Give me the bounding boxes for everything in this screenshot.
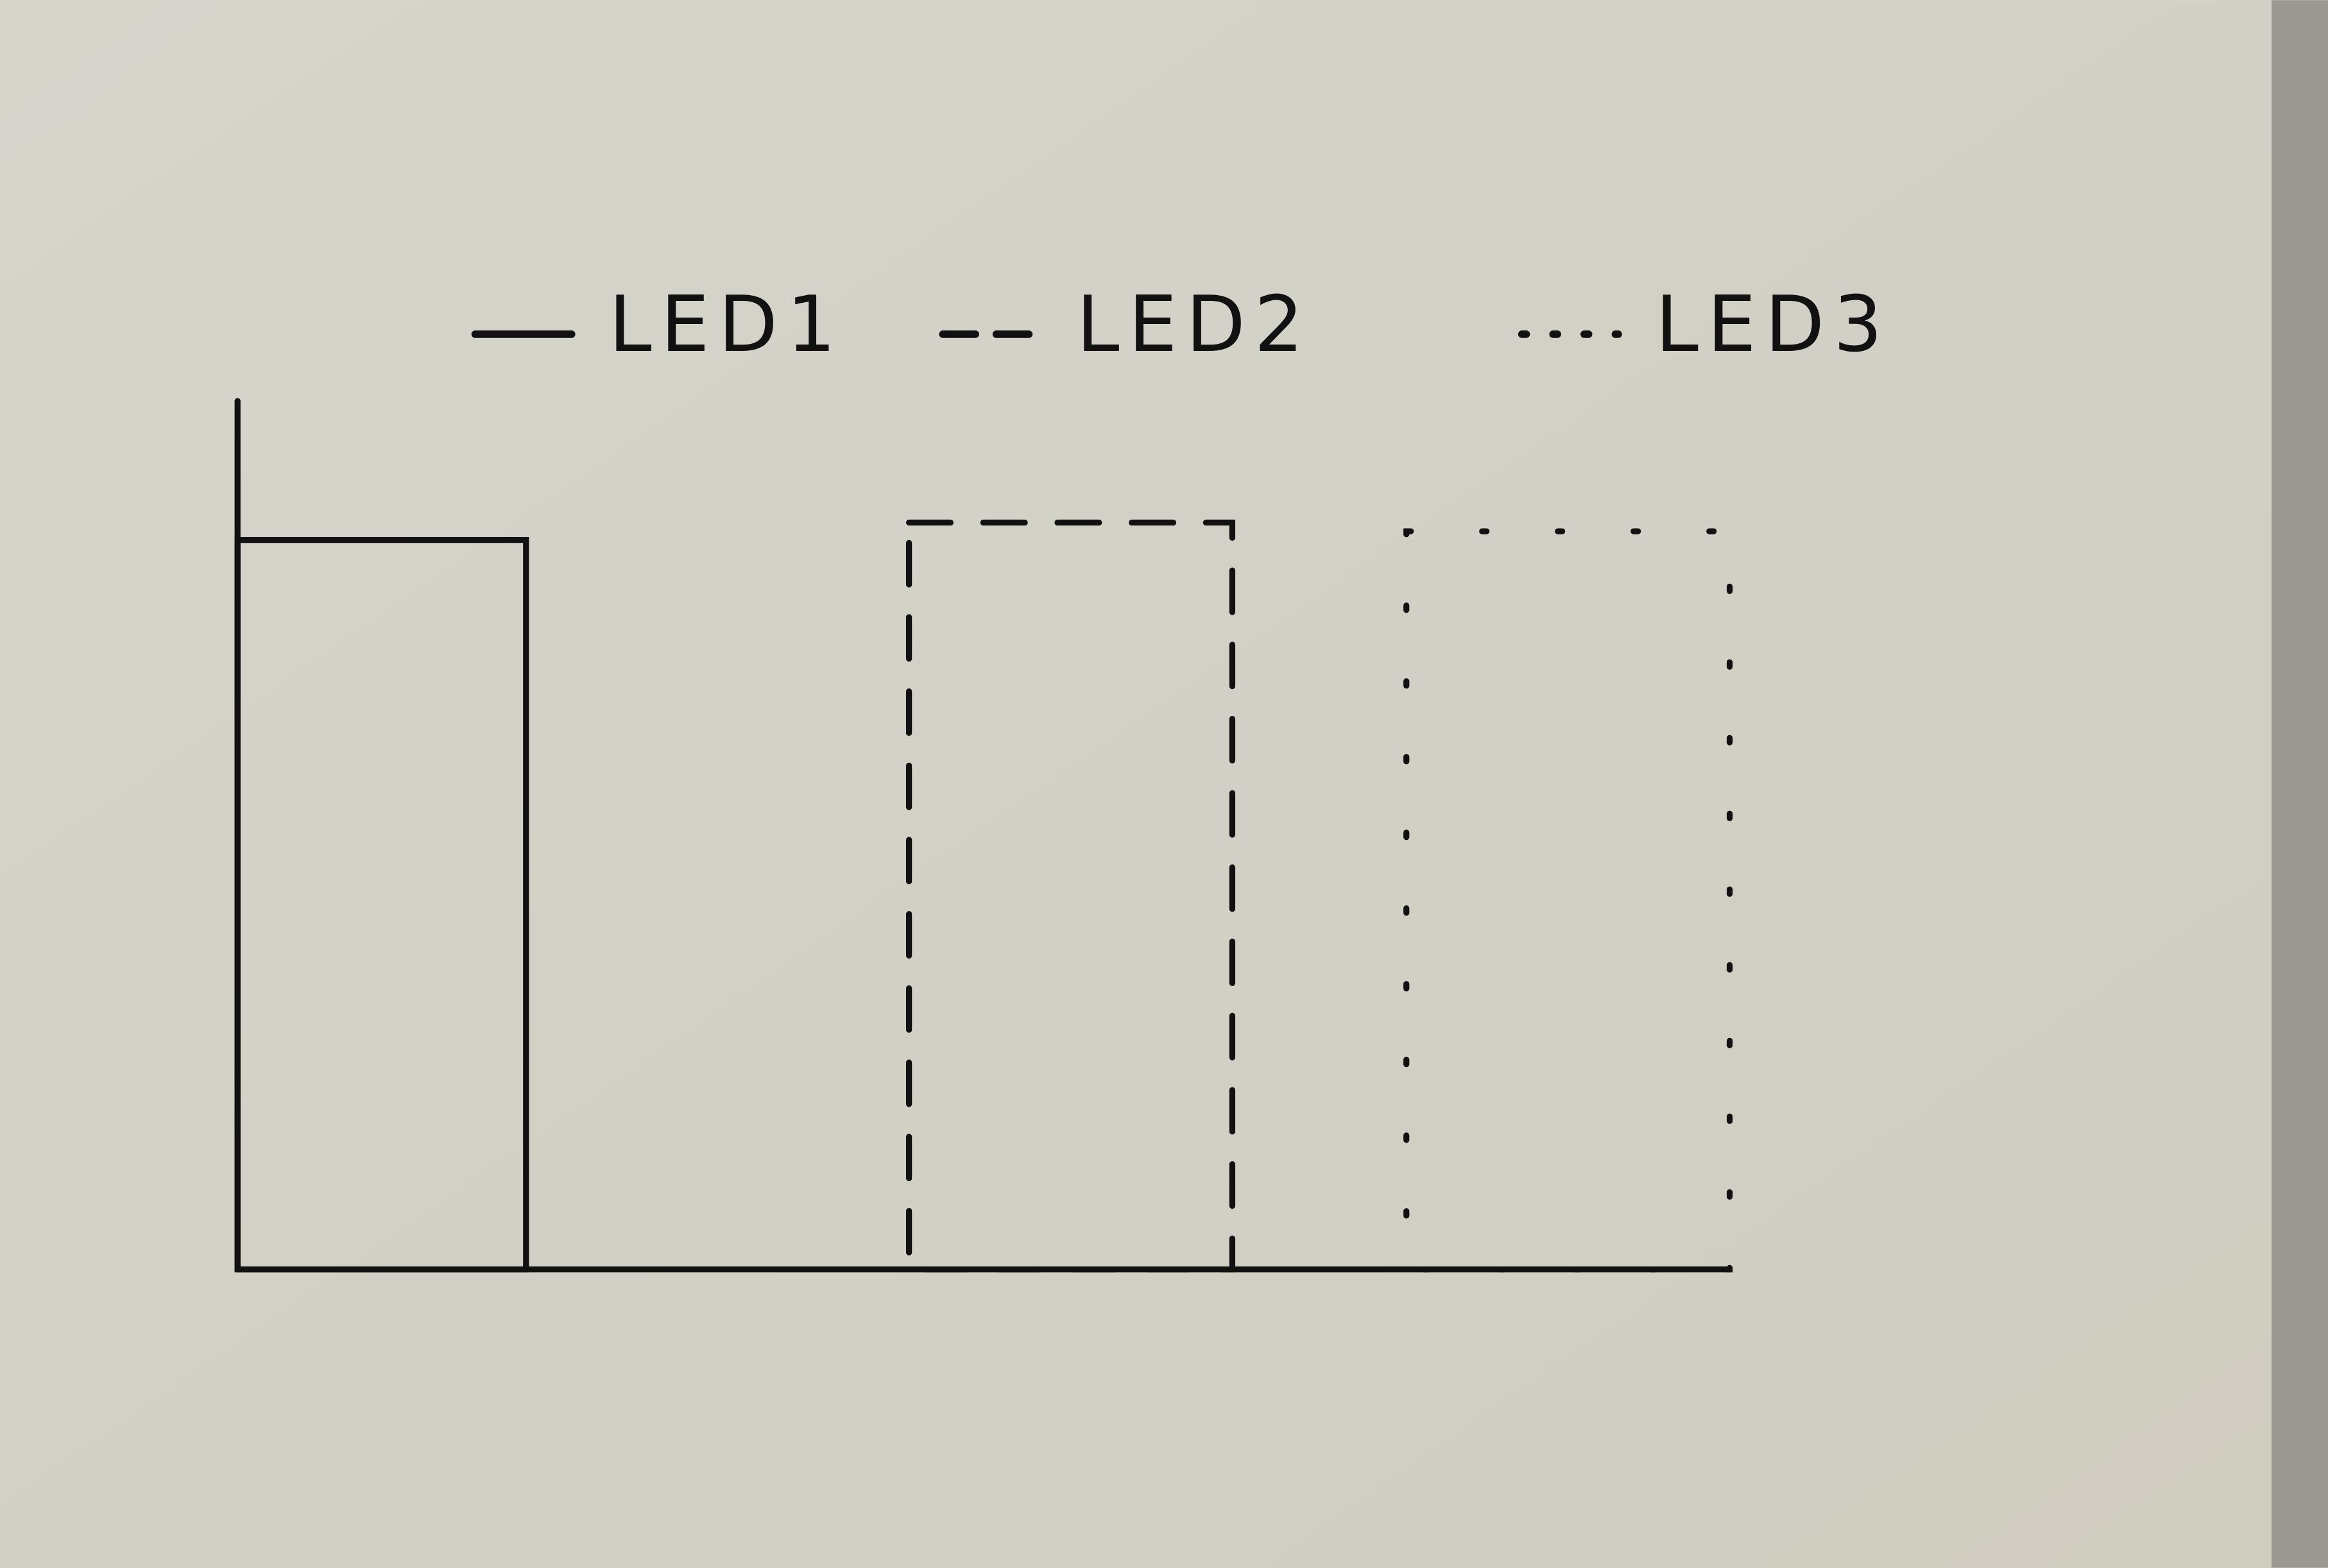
paper (0, 0, 2272, 1568)
bar (905, 519, 1236, 1273)
legend-label: LED3 (1656, 280, 1892, 370)
background (2272, 0, 2328, 1568)
legend-label: LED2 (1076, 280, 1312, 370)
legend-label: LED1 (609, 280, 845, 370)
bar (234, 536, 529, 1273)
plot-area: LED1 LED2 LED3 (234, 280, 1892, 1273)
